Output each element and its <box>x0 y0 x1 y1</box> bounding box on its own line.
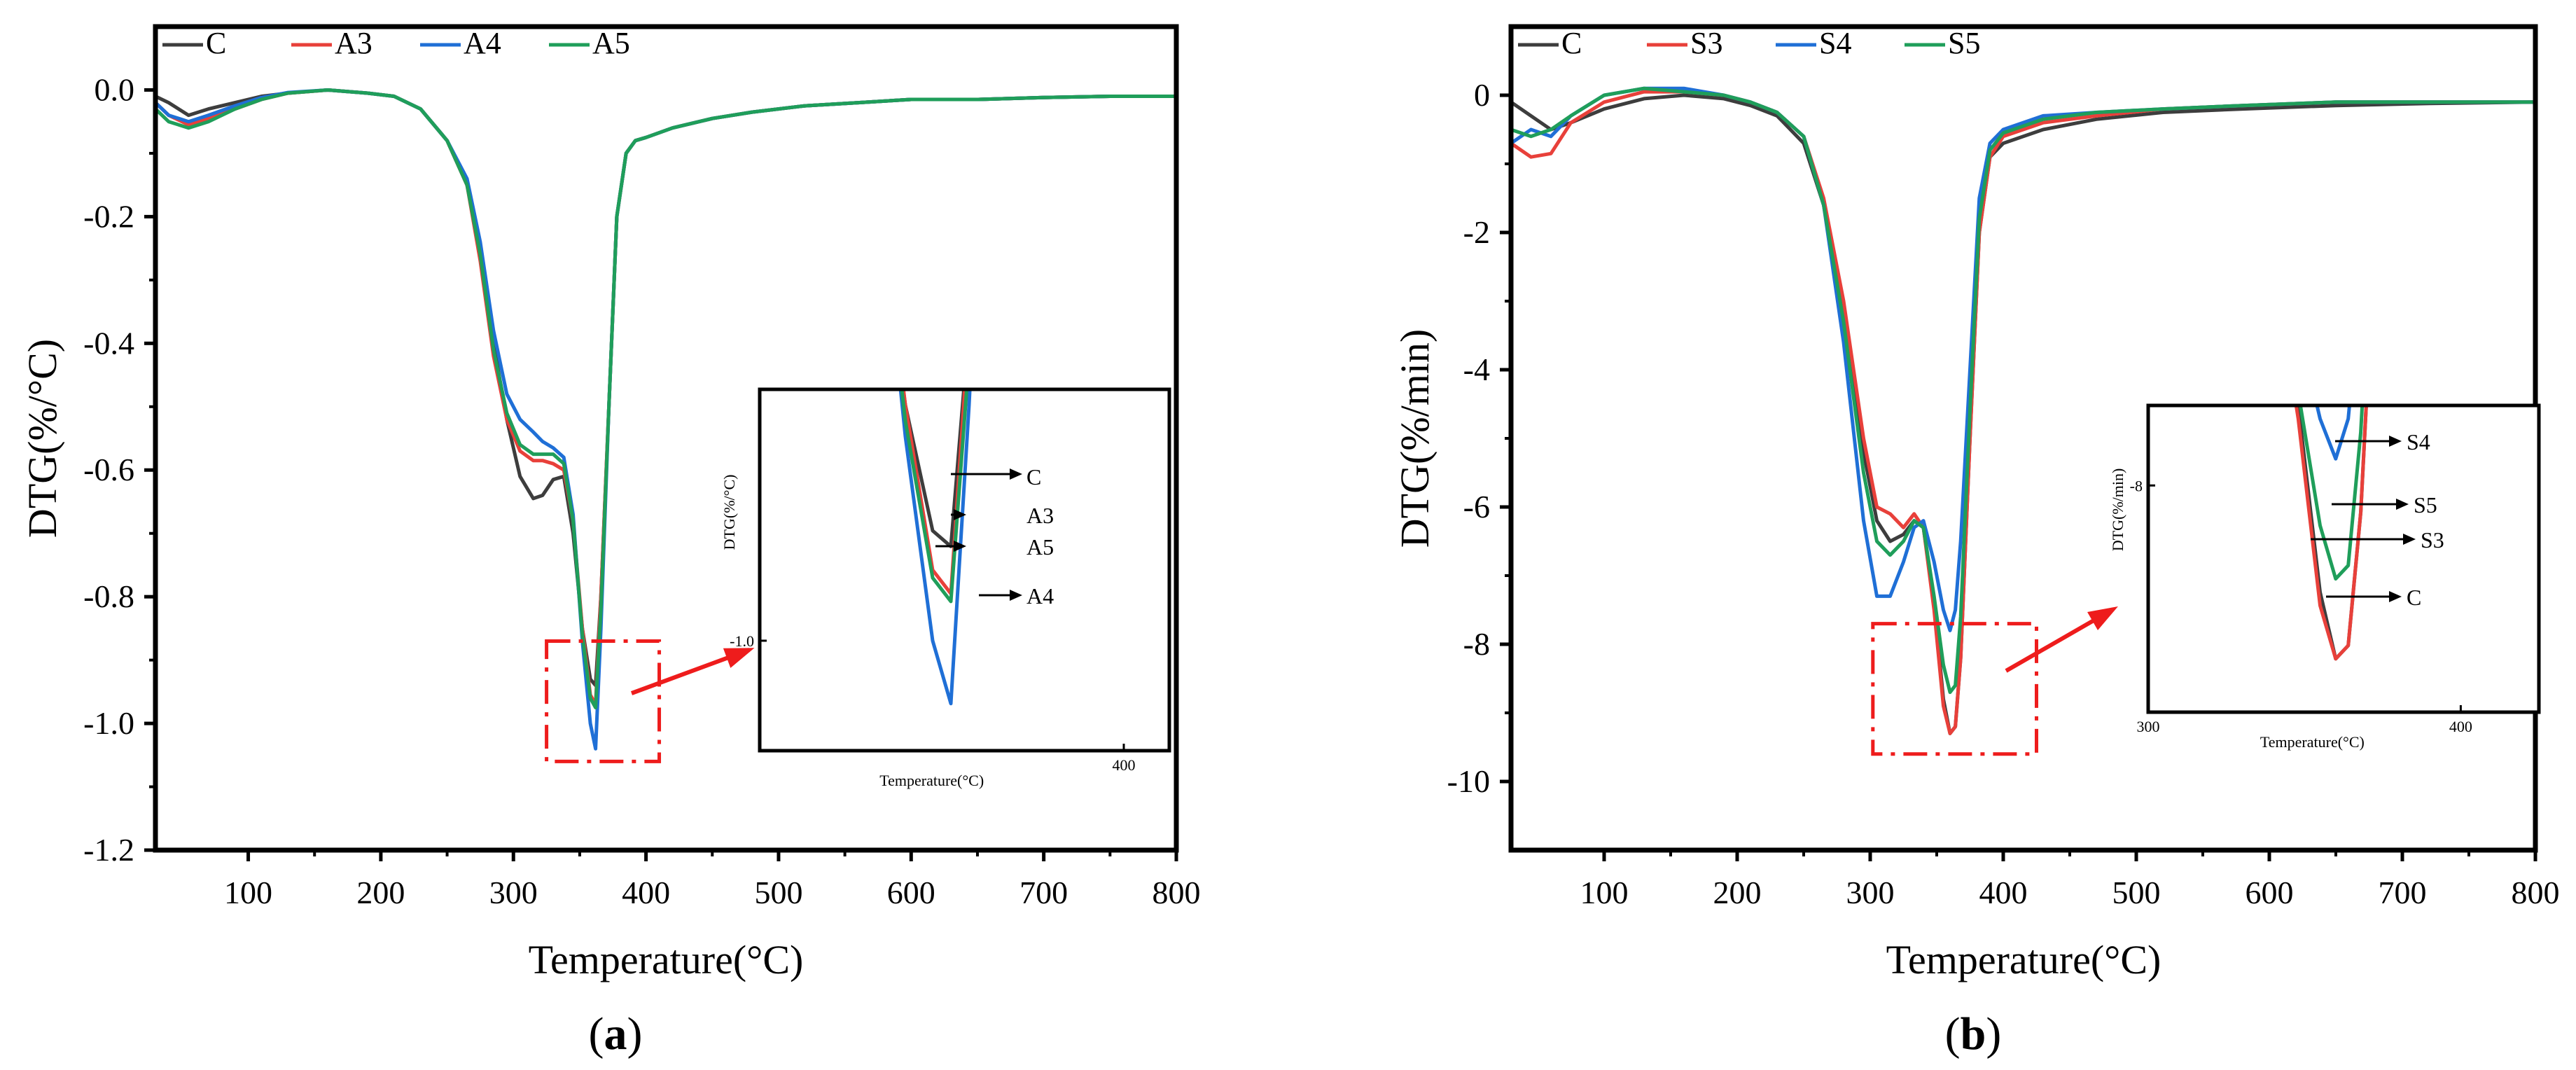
inset-annotation-arrowhead <box>2396 499 2409 510</box>
inset-annotation-label-s5: S5 <box>2414 492 2437 517</box>
legend-label-a4: A4 <box>464 26 501 60</box>
inset-y-axis-label: DTG(%/°C) <box>720 475 738 550</box>
panel-a-plot-frame <box>153 24 1179 853</box>
series-line-a5 <box>154 88 1176 709</box>
y-tick-label: -1.2 <box>83 832 134 868</box>
inset-annotation-label-c: C <box>2407 585 2421 610</box>
x-tick-label: 400 <box>1979 875 2028 910</box>
legend-label-c: C <box>1561 26 1582 60</box>
panel-b-caption-close: ) <box>1986 1008 2001 1059</box>
y-tick-label: -8 <box>1463 626 1490 662</box>
panel-a-caption-letter: a <box>604 1008 627 1059</box>
panel-b-legend: C S3 S4 S5 <box>1518 26 1980 60</box>
y-tick-label: 0 <box>1474 77 1490 113</box>
series-line-s4 <box>1510 86 2535 632</box>
x-tick-label: 500 <box>754 875 802 910</box>
inset-annotation-label-s3: S3 <box>2421 527 2444 553</box>
panel-a-legend: C A3 A4 A5 <box>162 26 630 60</box>
inset-y-tick-label: -8 <box>2130 477 2143 494</box>
inset-annotation-arrowhead <box>2403 534 2416 545</box>
panel-b-highlight-box <box>1871 622 2039 756</box>
panel-a-highlight-box <box>545 639 662 763</box>
inset-annotation-arrowhead <box>954 509 966 520</box>
inset-x-axis-label: Temperature(°C) <box>879 772 984 789</box>
x-tick-label: 400 <box>622 875 670 910</box>
legend-label-s3: S3 <box>1690 26 1722 60</box>
y-tick-label: -10 <box>1447 763 1490 799</box>
inset-background <box>2148 405 2539 712</box>
x-tick-label: 300 <box>489 875 538 910</box>
inset-annotation-label-a3: A3 <box>1026 503 1054 528</box>
panel-b-chart: 100 200 300 400 500 600 700 800 0 -2 -4 -6 -8 -10 C S3… <box>1392 24 2560 1059</box>
panel-b-series-group <box>1510 86 2536 735</box>
panel-b-caption-open: ( <box>1945 1008 1961 1059</box>
x-tick-label: 100 <box>1580 875 1629 910</box>
y-tick-label: -0.6 <box>83 452 134 487</box>
inset-x-axis-label: Temperature(°C) <box>2260 733 2365 751</box>
inset-x-tick-label: 300 <box>2137 718 2160 735</box>
legend-label-s4: S4 <box>1819 26 1851 60</box>
inset-annotation-label-c: C <box>1026 464 1041 489</box>
inset-y-tick-label: -1.0 <box>730 632 754 650</box>
y-tick-label: -6 <box>1463 489 1490 524</box>
inset-annotation-label-s4: S4 <box>2407 429 2430 454</box>
panel-b-y-axis-label: DTG(%/min) <box>1392 329 1437 548</box>
panel-b-caption-letter: b <box>1961 1008 1986 1059</box>
inset-annotation-arrowhead <box>954 541 966 552</box>
panel-a-zoom-arrowhead <box>723 648 755 668</box>
y-tick-label: -0.4 <box>83 325 134 361</box>
y-tick-label: -1.0 <box>83 705 134 741</box>
inset-background <box>760 389 1169 751</box>
inset-y-axis-label: DTG(%/min) <box>2109 468 2126 552</box>
inset-x-tick-label: 400 <box>1113 756 1136 774</box>
inset-annotation-arrowhead <box>2389 591 2402 602</box>
series-line-s5 <box>1510 86 2535 695</box>
inset-frame <box>758 387 1171 753</box>
panel-a-series-group <box>154 88 1176 751</box>
x-tick-label: 800 <box>2512 875 2560 910</box>
inset-frame <box>2146 403 2541 714</box>
x-tick-label: 300 <box>1846 875 1895 910</box>
legend-label-a3: A3 <box>335 26 373 60</box>
inset-annotation-arrowhead <box>1010 468 1022 480</box>
x-tick-label: 700 <box>2379 875 2427 910</box>
panel-a-ticks: 100 200 300 400 500 600 700 800 0.0 -0.2 -0.4 -0.6 -… <box>83 71 1200 910</box>
inset-x-tick-label: 400 <box>2449 718 2472 735</box>
x-tick-label: 800 <box>1153 875 1201 910</box>
legend-label-c: C <box>206 26 226 60</box>
panel-b-caption: (b) <box>1945 1008 2002 1059</box>
y-tick-label: -4 <box>1463 352 1490 387</box>
panel-b-x-axis-label: Temperature(°C) <box>1886 937 2161 982</box>
panel-a-x-axis-label: Temperature(°C) <box>529 937 804 982</box>
x-tick-label: 200 <box>1713 875 1762 910</box>
y-tick-label: -0.8 <box>83 578 134 614</box>
inset-annotation-arrowhead <box>2389 436 2402 447</box>
inset-series-line-s4 <box>2315 405 2351 461</box>
panel-a-inset: -1.0 400 Temperature(°C) DTG(%/°C) C A3 A5 A4 <box>720 387 1171 789</box>
panel-b-ticks: 100 200 300 400 500 600 700 800 0 -2 -4 -6 -8 -10 <box>1447 77 2560 910</box>
legend-label-s5: S5 <box>1948 26 1980 60</box>
y-tick-label: -0.2 <box>83 198 134 234</box>
panel-a-caption: (a) <box>589 1008 643 1059</box>
panel-a-caption-close: ) <box>627 1008 643 1059</box>
panel-b-inset: -8 300 400 Temperature(°C) DTG(%/min) S4 S5 S3 C <box>2109 403 2541 751</box>
panel-a-y-axis-label: DTG(%/°C) <box>20 339 65 538</box>
y-tick-label: -2 <box>1463 214 1490 250</box>
inset-annotation-label-a4: A4 <box>1026 583 1054 609</box>
x-tick-label: 100 <box>224 875 272 910</box>
x-tick-label: 200 <box>356 875 405 910</box>
y-tick-label: 0.0 <box>95 71 135 107</box>
x-tick-label: 700 <box>1019 875 1068 910</box>
legend-label-a5: A5 <box>592 26 630 60</box>
x-tick-label: 600 <box>887 875 935 910</box>
inset-annotation-arrowhead <box>1010 590 1022 601</box>
x-tick-label: 500 <box>2112 875 2161 910</box>
panel-b-zoom-arrowhead <box>2087 606 2118 630</box>
panel-a-caption-open: ( <box>589 1008 604 1059</box>
x-tick-label: 600 <box>2246 875 2294 910</box>
inset-annotation-label-a5: A5 <box>1026 534 1054 560</box>
